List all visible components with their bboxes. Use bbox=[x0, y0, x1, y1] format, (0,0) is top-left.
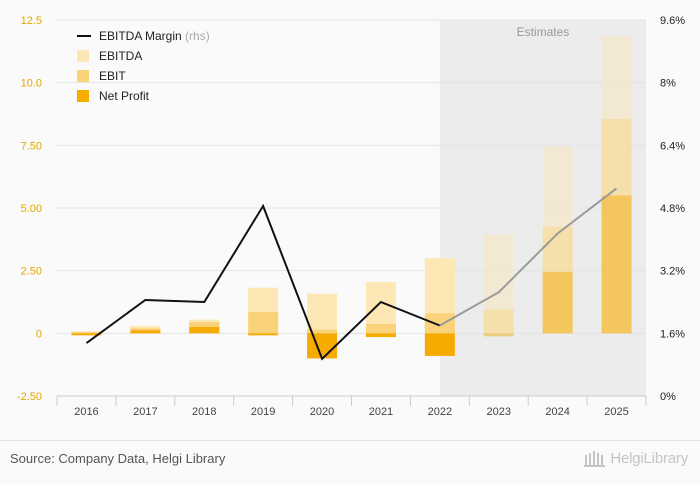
left-axis-tick-label: 2.50 bbox=[21, 266, 42, 278]
right-axis-tick-label: 3.2% bbox=[660, 266, 685, 278]
left-axis-tick-label: 5.00 bbox=[21, 203, 42, 215]
x-axis-tick-label: 2018 bbox=[192, 406, 216, 418]
x-axis-tick-label: 2016 bbox=[74, 406, 98, 418]
brand[interactable]: HelgiLibrary bbox=[584, 449, 688, 467]
ebit-bar bbox=[307, 329, 338, 334]
footer: Source: Company Data, Helgi Library Helg… bbox=[0, 440, 700, 484]
left-axis-tick-label: 10.0 bbox=[21, 78, 42, 90]
ebitda-bar bbox=[307, 293, 338, 334]
x-axis-tick-label: 2019 bbox=[251, 406, 275, 418]
x-axis-tick-label: 2017 bbox=[133, 406, 157, 418]
x-axis-tick-label: 2025 bbox=[604, 406, 628, 418]
net-profit-bar bbox=[189, 327, 220, 334]
axes: 12.5 10.0 7.50 5.00 2.50 0 -2.50 9.6% 8% 6.4% 4.8%… bbox=[17, 15, 685, 418]
net-profit-bar bbox=[71, 333, 102, 336]
gridlines bbox=[57, 19, 646, 334]
legend-label-suffix: (rhs) bbox=[185, 29, 210, 43]
left-axis-tick-label: 12.5 bbox=[21, 15, 42, 27]
right-axis-tick-label: 8% bbox=[660, 78, 676, 90]
ebit-bar bbox=[483, 309, 514, 334]
x-axis-tick-label: 2020 bbox=[310, 406, 334, 418]
net-profit-bar bbox=[542, 271, 573, 334]
legend-label: EBITDA bbox=[99, 49, 142, 63]
chart: Estimates 12.5 10.0 7.50 5.00 2.50 0 -2.50 9.6%… bbox=[17, 15, 685, 418]
ebit-bar bbox=[248, 312, 279, 334]
ebitda-margin-line-actual bbox=[85, 203, 441, 361]
legend: EBITDA Margin (rhs) EBITDA EBIT Net Profit bbox=[77, 29, 210, 103]
x-axis-tick-label: 2021 bbox=[369, 406, 393, 418]
net-profit-bar bbox=[130, 330, 161, 334]
right-axis-tick-label: 0% bbox=[660, 391, 676, 403]
ebitda-bar bbox=[483, 234, 514, 334]
left-axis-tick-label: 0 bbox=[36, 328, 42, 340]
net-profit-bar bbox=[483, 333, 514, 337]
right-axis-tick-label: 1.6% bbox=[660, 328, 685, 340]
left-axis-tick-label: -2.50 bbox=[17, 391, 42, 403]
brand-name: HelgiLibrary bbox=[610, 449, 688, 467]
legend-label: EBIT bbox=[99, 69, 126, 83]
ebitda-bar bbox=[542, 146, 573, 334]
x-axis-tick-label: 2022 bbox=[428, 406, 452, 418]
left-axis-tick-label: 7.50 bbox=[21, 140, 42, 152]
ebitda-margin-line-estimate bbox=[439, 187, 618, 327]
library-logo-icon bbox=[584, 451, 606, 467]
x-axis-tick-label: 2023 bbox=[487, 406, 511, 418]
right-axis-tick-label: 6.4% bbox=[660, 140, 685, 152]
x-axis-tick-label: 2024 bbox=[545, 406, 569, 418]
legend-label: Net Profit bbox=[99, 89, 150, 103]
estimates-label: Estimates bbox=[517, 25, 570, 39]
ebit-bar bbox=[424, 313, 455, 334]
legend-swatch bbox=[77, 90, 89, 102]
ebit-bar bbox=[71, 332, 102, 334]
legend-swatch bbox=[77, 70, 89, 82]
right-axis-tick-label: 4.8% bbox=[660, 203, 685, 215]
net-profit-bar bbox=[601, 195, 632, 334]
ebitda-bar bbox=[601, 36, 632, 334]
bars bbox=[71, 36, 632, 359]
net-profit-bar bbox=[365, 333, 396, 338]
net-profit-bar bbox=[248, 333, 279, 336]
ebit-bar bbox=[601, 119, 632, 334]
ebit-bar bbox=[365, 323, 396, 334]
legend-label: EBITDA Margin (rhs) bbox=[99, 29, 210, 43]
source-text: Source: Company Data, Helgi Library bbox=[10, 451, 226, 466]
net-profit-bar bbox=[424, 333, 455, 356]
net-profit-bar bbox=[307, 333, 338, 359]
ebitda-margin-line bbox=[85, 187, 618, 361]
legend-swatch bbox=[77, 50, 89, 62]
right-axis-tick-label: 9.6% bbox=[660, 15, 685, 27]
